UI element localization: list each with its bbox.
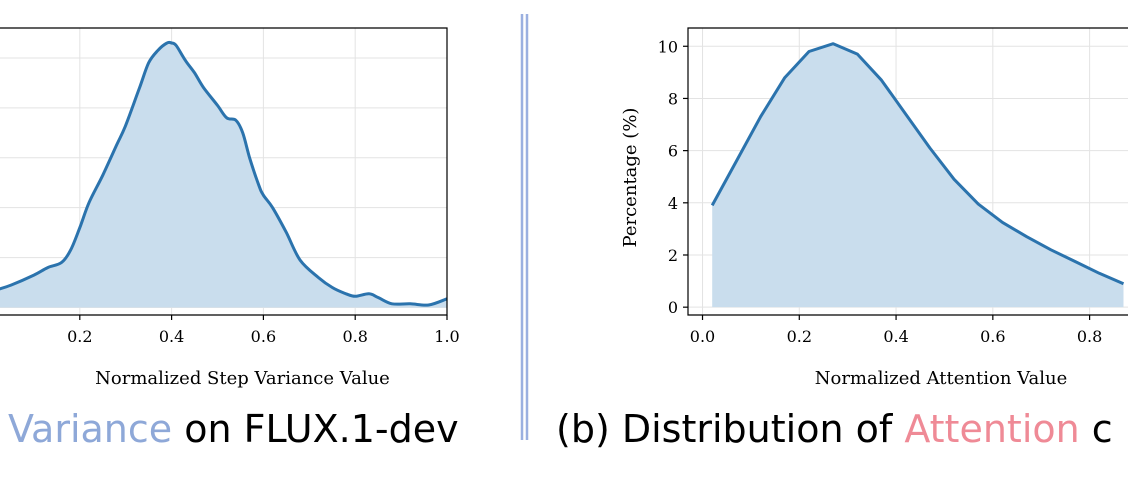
panel-a-x-tick-label: 1.0 [434,327,459,346]
panel-a-x-axis-label: Normalized Step Variance Value [95,368,390,389]
panel-b-x-tick-label: 0.8 [1077,327,1102,346]
panel-b-y-tick-label: 6 [668,142,678,161]
panel-b-y-tick-label: 8 [668,89,678,108]
caption-a: Variance on FLUX.1-dev [8,407,459,451]
panel-b-x-tick-label: 0.6 [980,327,1005,346]
caption-b: (b) Distribution of Attention c [556,407,1113,451]
panel-b-series-line [710,42,1125,286]
panel-a-x-tick-label: 0.6 [251,327,276,346]
caption-a-rest: on FLUX.1-dev [172,407,458,451]
panel-divider [520,14,529,440]
panel-b-y-axis-label: Percentage (%) [620,108,641,248]
panel-b-x-axis-label: Normalized Attention Value [815,368,1068,389]
panel-a-x-ticks: 0.2 0.4 0.6 0.8 1.0 [67,315,460,346]
caption-b-highlight: Attention [904,407,1079,451]
panel-b-y-tick-label: 10 [658,37,678,56]
panel-b-y-tick-label: 4 [668,194,678,213]
panel-b-x-ticks: 0.0 0.2 0.4 0.6 0.8 [690,315,1102,346]
panel-a-x-tick-label: 0.4 [159,327,184,346]
panel-b-y-ticks: 0 2 4 6 8 10 [658,37,688,317]
panel-a-area-fill [0,42,447,308]
panel-b: 0.0 0.2 0.4 0.6 0.8 0 2 4 6 8 10 Normalized Atten… [620,27,1128,389]
panel-a-axes-frame [0,27,448,316]
caption-a-highlight: Variance [8,407,172,451]
caption-b-prefix: (b) Distribution of [556,407,904,451]
panel-b-y-tick-label: 2 [668,246,678,265]
panel-b-area-fill [712,43,1124,308]
panel-b-y-tick-label: 0 [668,298,678,317]
panel-b-axes-frame [687,27,1128,316]
panel-a-x-tick-label: 0.8 [342,327,367,346]
panel-a: 0.2 0.4 0.6 0.8 1.0 Normalized Step Variance… [0,27,460,389]
panel-b-x-tick-label: 0.2 [787,327,812,346]
caption-b-rest: c [1080,407,1113,451]
panel-a-x-tick-label: 0.2 [67,327,92,346]
panel-b-x-tick-label: 0.0 [690,327,715,346]
panel-a-series-line [0,40,448,307]
panel-b-x-tick-label: 0.4 [883,327,908,346]
